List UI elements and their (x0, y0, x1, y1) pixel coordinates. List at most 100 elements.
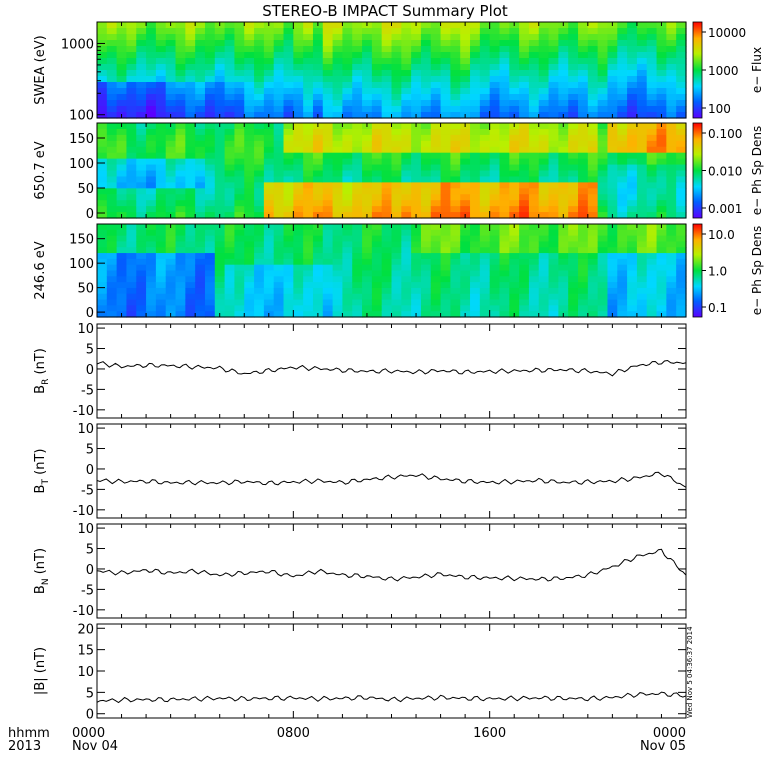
panel-3-cell (538, 276, 550, 283)
panel-2-cell (548, 176, 559, 183)
panel-1-cell (646, 34, 658, 41)
panel-2-cell (332, 194, 344, 201)
panel-2-cell (479, 123, 491, 130)
panel-3-cell (342, 276, 353, 283)
panel-3-cell (676, 270, 687, 277)
panel-3-cell (420, 305, 432, 312)
panel-3-cell (676, 241, 687, 248)
panel-3-cell (126, 241, 137, 248)
panel-2-cell (636, 206, 648, 213)
panel-2-cell (676, 146, 687, 154)
panel-3-cell (597, 276, 609, 283)
panel-3-cell (470, 276, 481, 283)
panel-1-cell (597, 46, 609, 53)
panel-2-cell (322, 182, 334, 189)
panel-3-cell (489, 270, 501, 277)
panel-3-cell (224, 282, 236, 289)
panel-2-cell (244, 152, 255, 160)
panel-3-cell (627, 311, 638, 318)
panel-2-cell (479, 170, 491, 178)
panel-1-cell (636, 64, 648, 71)
panel-3-cell (244, 282, 255, 289)
panel-3-cell (175, 253, 186, 260)
panel-3-cell (607, 276, 618, 283)
panel-1-cell (263, 58, 275, 65)
panel-3-cell (146, 287, 157, 295)
panel-2-cell (204, 134, 216, 142)
panel-1-cell (195, 28, 206, 35)
panel-2-cell (116, 146, 128, 154)
panel-2-cell (578, 128, 589, 136)
panel-2-cell (538, 170, 550, 178)
panel-2-cell (607, 170, 618, 178)
panel-1-cell (430, 88, 442, 95)
panel-2-cell (254, 170, 265, 178)
panel-2-cell (391, 212, 402, 219)
panel-2-cell (489, 194, 501, 201)
panel-1-cell (479, 106, 491, 113)
panel-1-cell (106, 40, 118, 47)
panel-2-cell (391, 146, 402, 154)
panel-3-cell (470, 270, 481, 277)
panel-3-cell (106, 305, 118, 312)
panel-2-cell (489, 123, 501, 130)
panel-2-cell (106, 176, 118, 183)
panel-1-cell (155, 34, 167, 41)
panel-1-cell (204, 88, 216, 95)
panel-1-cell (214, 28, 226, 35)
panel-2-cell (597, 194, 609, 201)
panel-2-cell (391, 182, 402, 189)
panel-1-cell (607, 64, 618, 71)
panel-1-cell (470, 76, 481, 83)
panel-3-cell (362, 241, 373, 248)
panel-3-cell (303, 241, 314, 248)
panel-3-cell (214, 276, 226, 283)
panel-1-cell (578, 106, 589, 113)
panel-2-cell (607, 188, 618, 195)
panel-3-cell (509, 270, 520, 277)
panel-2-cell (391, 194, 402, 201)
panel-3-cell (666, 264, 677, 272)
panel-1-cell (273, 82, 285, 89)
panel-1-ytick-label: 1000 (61, 37, 94, 52)
panel-1-cell (371, 112, 383, 119)
panel-3-cell (224, 305, 236, 312)
panel-1-cell (254, 40, 265, 47)
panel-2-cell (381, 170, 393, 178)
panel-2-cell (548, 146, 559, 154)
panel-2-cell (479, 194, 491, 201)
panel-2-cell (322, 194, 334, 201)
panel-1-cell (303, 34, 314, 41)
panel-1-cell (155, 46, 167, 53)
panel-3-cell (450, 299, 461, 306)
panel-1-cell (489, 70, 501, 77)
panel-1-cell (332, 70, 344, 77)
panel-1-cell (293, 88, 304, 95)
panel-1-cell (450, 100, 461, 107)
panel-1-cell (519, 46, 530, 53)
panel-1-cell (342, 94, 353, 101)
panel-3-cell (391, 253, 402, 260)
panel-2-cell (214, 158, 226, 166)
panel-2-cell (597, 200, 609, 207)
panel-1-cell (303, 70, 314, 77)
panel-3-cell (460, 235, 471, 243)
panel-1-cell (204, 58, 216, 65)
panel-1-cell (587, 34, 599, 41)
panel-3-cell (263, 282, 275, 289)
panel-2-cell (244, 170, 255, 178)
panel-2-cell (214, 194, 226, 201)
panel-2-cell (440, 212, 451, 219)
panel-1-cell (636, 76, 648, 83)
panel-3-cell (312, 247, 324, 254)
panel-1-cell (244, 22, 255, 29)
panel-2-cell (597, 146, 609, 154)
panel-3-cell (273, 264, 285, 272)
panel-3-cell (283, 229, 294, 237)
panel-1-cell (185, 76, 196, 83)
panel-1-cell (263, 94, 275, 101)
panel-2-cell (578, 188, 589, 195)
panel-3-cell (204, 247, 216, 254)
panel-1-colorbar (692, 21, 703, 119)
panel-2-cell (479, 140, 491, 148)
